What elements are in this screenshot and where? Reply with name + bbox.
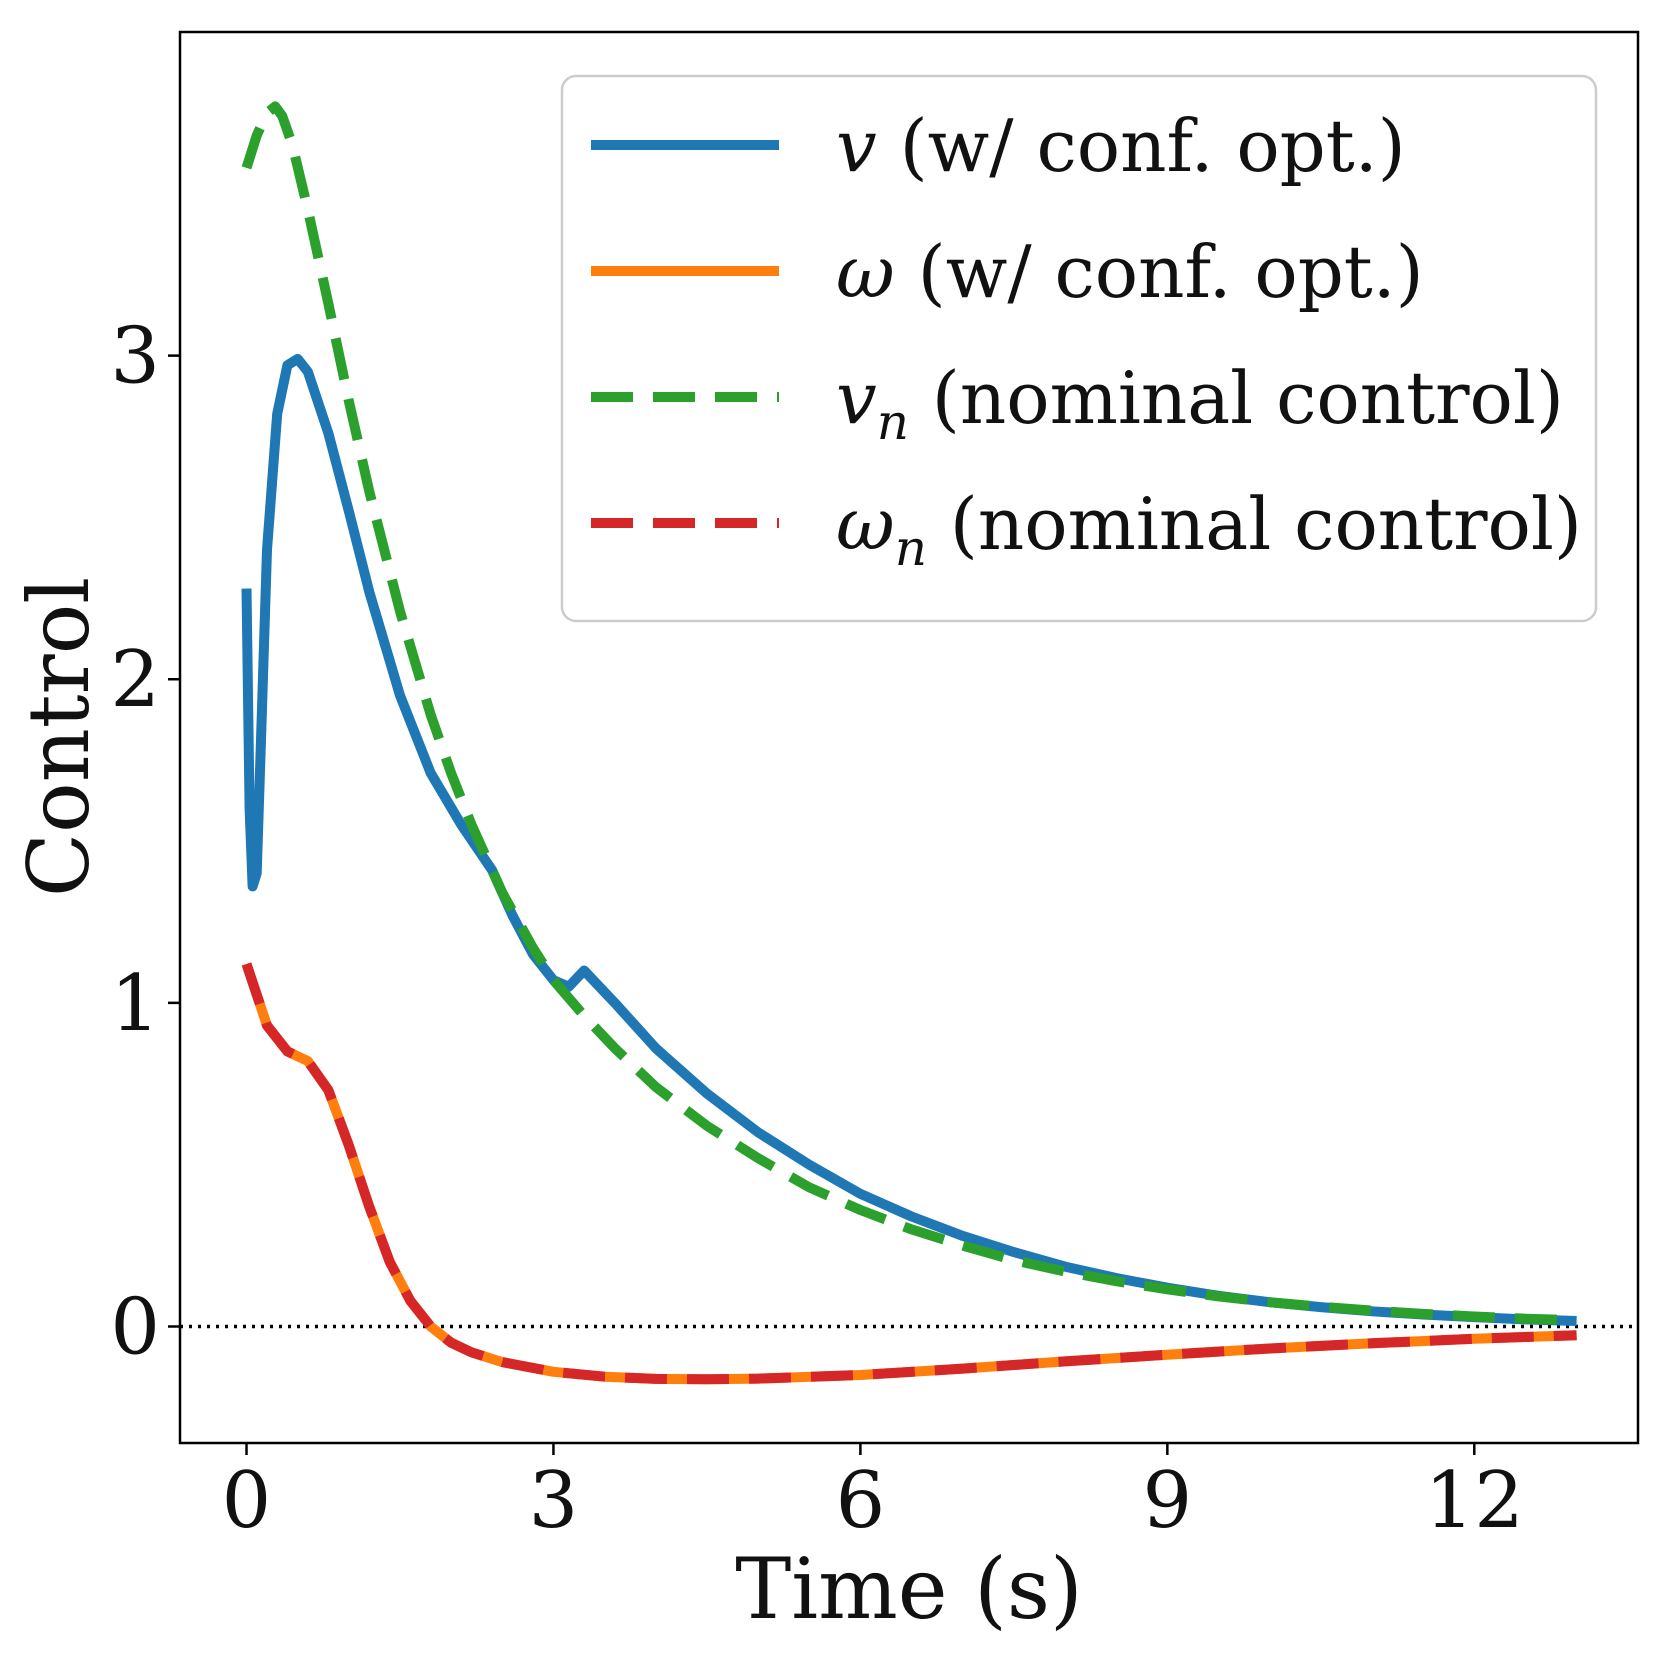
- y-axis-title: Control: [10, 577, 108, 897]
- x-tick-label: 9: [1143, 1456, 1193, 1546]
- legend: v (w/ conf. opt.) ω (w/ conf. opt.) vn (no…: [560, 74, 1598, 623]
- legend-label-2: ω (w/ conf. opt.): [836, 230, 1424, 314]
- x-tick-label: 0: [222, 1456, 272, 1546]
- y-tick-label: 1: [110, 959, 160, 1049]
- legend-box: [560, 74, 1598, 623]
- series-line-4: [241, 962, 1577, 1385]
- x-tick-label: 6: [836, 1456, 886, 1546]
- plot-lines: [180, 101, 1638, 1385]
- y-tick-label: 2: [110, 635, 160, 725]
- y-tick-label: 0: [110, 1282, 160, 1372]
- x-tick-label: 12: [1425, 1456, 1524, 1546]
- series-line-3: [241, 101, 1577, 1326]
- plot-frame: [178, 30, 1640, 1445]
- legend-label-4: ωn (nominal control): [836, 482, 1582, 577]
- x-axis-title: Time (s): [735, 1540, 1083, 1638]
- legend-label-1: v (w/ conf. opt.): [836, 104, 1406, 188]
- legend-label-3: vn (nominal control): [836, 356, 1564, 451]
- x-tick-label: 3: [529, 1456, 579, 1546]
- y-tick-label: 3: [110, 312, 160, 402]
- series-line-2: [241, 962, 1577, 1385]
